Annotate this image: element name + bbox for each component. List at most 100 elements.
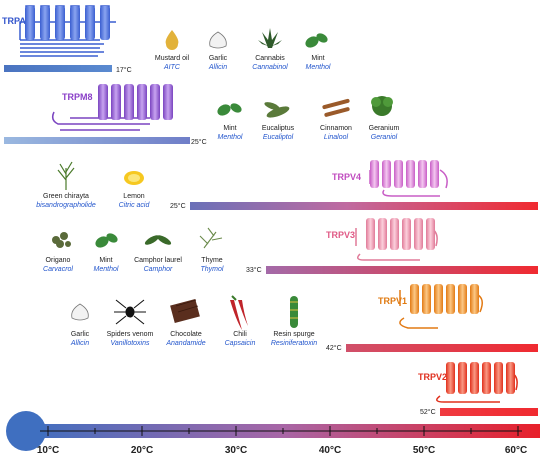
agonist-compound: Allicin	[208, 64, 227, 71]
scale-tick-label: 20°C	[131, 445, 153, 456]
eucalyptus-leaf-icon	[264, 102, 290, 118]
mint-leaf-icon	[217, 103, 242, 116]
agonist-name: Lemon	[123, 193, 145, 200]
trpv4-threshold: 25°C	[170, 202, 186, 210]
mint-leaf-icon	[305, 33, 328, 48]
agonist-name: Mint	[223, 125, 236, 132]
trpv4-structure-icon	[370, 160, 439, 188]
agonist-name: Mint	[99, 257, 112, 264]
agonist-name: Cannabis	[255, 55, 285, 62]
agonist-name: Green chirayta	[43, 193, 89, 200]
trpm8-structure-icon	[98, 84, 173, 120]
agonist-name: Camphor laurel	[134, 257, 182, 264]
agonist-compound: Carvacrol	[43, 266, 73, 273]
temperature-scale: 10°C 20°C 30°C 40°C 50°C 60°C	[6, 411, 540, 456]
agonist-compound: Capsaicin	[225, 340, 256, 347]
trpv3-agonists: Origano Carvacrol Mint Menthol Camphor l…	[43, 227, 224, 273]
cinnamon-stick-icon	[322, 98, 350, 117]
spider-icon	[114, 299, 146, 325]
agonist-name: Resin spurge	[273, 331, 314, 338]
agonist-compound: Camphor	[144, 266, 173, 273]
trpa1-threshold: 17°C	[116, 66, 132, 74]
trpv1-channel: TRPV1 42°C	[326, 284, 538, 352]
agonist-name: Spiders venom	[107, 331, 154, 338]
trpm8-threshold: 25°C	[191, 138, 207, 146]
channel-name-trpv4: TRPV4	[332, 172, 361, 182]
channel-name-trpv3: TRPV3	[326, 230, 355, 240]
trpv3-threshold-bar	[266, 266, 538, 274]
trpv3-threshold: 33°C	[246, 266, 262, 274]
trpv1-threshold: 42°C	[326, 344, 342, 352]
thyme-icon	[199, 227, 223, 249]
resin-spurge-icon	[290, 296, 298, 328]
trpv3-channel: TRPV3 33°C	[246, 218, 538, 274]
agonist-name: Chocolate	[170, 331, 202, 338]
agonist-compound: Vanillotoxins	[110, 340, 150, 347]
agonist-name: Mint	[311, 55, 324, 62]
trpa1-threshold-bar	[4, 65, 112, 72]
agonist-compound: Menthol	[306, 64, 331, 71]
oregano-icon	[52, 232, 71, 248]
agonist-name: Garlic	[209, 55, 228, 62]
agonist-compound: Thymol	[201, 266, 224, 273]
chocolate-icon	[170, 298, 200, 324]
scale-tick-label: 40°C	[319, 445, 341, 456]
agonist-name: Chili	[233, 331, 247, 338]
agonist-compound: Allicin	[70, 340, 89, 347]
scale-tick-label: 60°C	[505, 445, 527, 456]
agonist-name: Mustard oil	[155, 55, 190, 62]
trpv2-threshold-bar	[440, 408, 538, 416]
trpv1-structure-icon	[410, 284, 479, 314]
agonist-name: Origano	[46, 257, 71, 264]
trpv4-threshold-bar	[190, 202, 538, 210]
trpa1-channel: TRPA1 17°C	[2, 5, 132, 74]
channel-name-trpv2: TRPV2	[418, 372, 447, 382]
agonist-compound: Menthol	[218, 134, 243, 141]
channel-name-trpm8: TRPM8	[62, 92, 93, 102]
mint-leaf-icon	[95, 233, 118, 248]
trpa1-agonists: Mustard oil AITC Garlic Allicin Cannabis…	[155, 28, 331, 71]
mustard-oil-drop-icon	[165, 30, 179, 50]
cannabis-leaf-icon	[258, 28, 282, 48]
chili-pepper-icon	[230, 295, 248, 330]
scale-tick-label: 50°C	[413, 445, 435, 456]
trpv2-channel: TRPV2 52°C	[418, 362, 538, 416]
garlic-icon	[71, 303, 89, 321]
trpv2-threshold: 52°C	[420, 408, 436, 416]
geranium-leaf-icon	[371, 96, 393, 116]
trpm8-threshold-bar	[4, 137, 190, 144]
agonist-compound: Menthol	[94, 266, 119, 273]
agonist-name: Thyme	[201, 257, 223, 264]
agonist-compound: Anandamide	[165, 340, 205, 347]
thermometer-bulb	[6, 411, 46, 451]
agonist-compound: AITC	[163, 64, 181, 71]
garlic-icon	[209, 31, 227, 49]
trpv1-threshold-bar	[346, 344, 538, 352]
trpv4-channel: TRPV4 25°C	[170, 160, 538, 210]
camphor-leaf-icon	[144, 235, 172, 245]
agonist-name: Eucaliptus	[262, 125, 295, 132]
channel-name-trpv1: TRPV1	[378, 296, 407, 306]
agonist-compound: Linalool	[324, 134, 349, 141]
green-chirayta-icon	[57, 161, 75, 190]
agonist-compound: Cannabinol	[252, 64, 288, 71]
trpv2-structure-icon	[446, 362, 515, 394]
agonist-compound: Eucaliptol	[263, 134, 294, 141]
scale-tick-label: 30°C	[225, 445, 247, 456]
lemon-icon	[124, 171, 144, 185]
channel-name-trpa1: TRPA1	[2, 16, 31, 26]
trpv4-agonists: Green chirayta bisandrographolide Lemon …	[36, 161, 151, 209]
trpv1-agonists: Garlic Allicin Spiders venom Vanillotoxi…	[70, 295, 317, 347]
trpm8-channel: TRPM8 25°C	[4, 84, 207, 146]
trpv3-structure-icon	[366, 218, 435, 250]
agonist-name: Geranium	[369, 125, 400, 132]
agonist-compound: Resiniferatoxin	[271, 340, 317, 347]
agonist-compound: bisandrographolide	[36, 202, 96, 209]
agonist-compound: Geraniol	[371, 134, 398, 141]
agonist-name: Garlic	[71, 331, 90, 338]
agonist-name: Cinnamon	[320, 125, 352, 132]
scale-tick-label: 10°C	[37, 445, 59, 456]
agonist-compound: Citric acid	[119, 202, 151, 209]
trpm8-agonists: Mint Menthol Eucaliptus Eucaliptol Cinna…	[217, 96, 400, 141]
